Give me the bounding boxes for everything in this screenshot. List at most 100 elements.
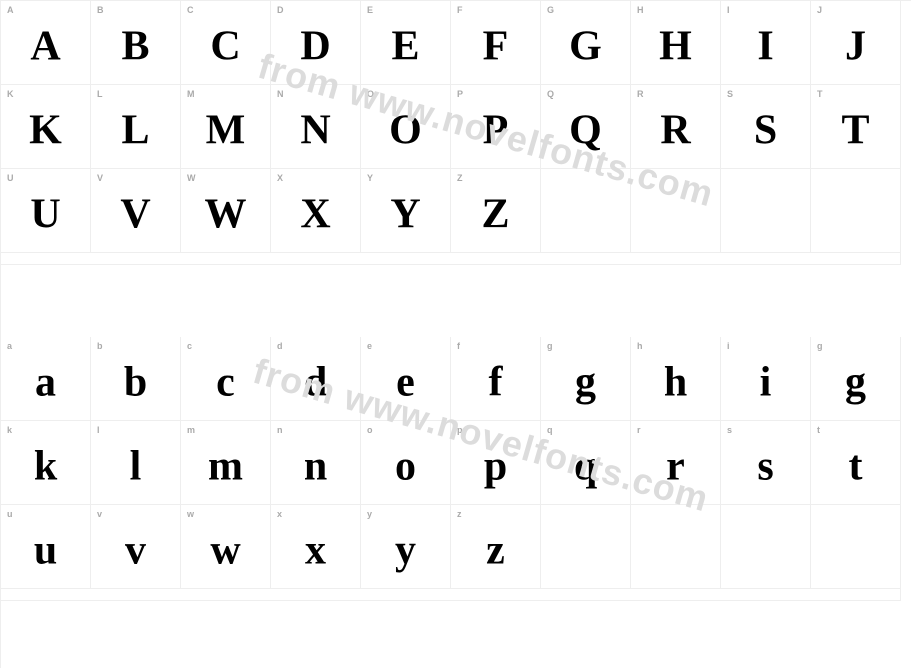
glyph-key-label: z	[457, 509, 534, 519]
glyph-key-label: V	[97, 173, 174, 183]
glyph-cell	[541, 505, 631, 589]
glyph-sample: u	[1, 529, 90, 571]
glyph-sample: r	[631, 445, 720, 487]
glyph-sample: V	[91, 193, 180, 235]
glyph-key-label: N	[277, 89, 354, 99]
glyph-key-label: q	[547, 425, 624, 435]
glyph-key-label: b	[97, 341, 174, 351]
glyph-key-label: L	[97, 89, 174, 99]
glyph-sample: Y	[361, 193, 450, 235]
glyph-sample: M	[181, 109, 270, 151]
glyph-cell	[811, 505, 901, 589]
glyph-key-label: p	[457, 425, 534, 435]
glyph-key-label: E	[367, 5, 444, 15]
glyph-cell: rr	[631, 421, 721, 505]
glyph-cell: ii	[721, 337, 811, 421]
glyph-sample: X	[271, 193, 360, 235]
glyph-sample: I	[721, 25, 810, 67]
glyph-key-label: U	[7, 173, 84, 183]
glyph-cell: ff	[451, 337, 541, 421]
glyph-key-label: Z	[457, 173, 534, 183]
glyph-key-label: J	[817, 5, 894, 15]
glyph-cell: kk	[1, 421, 91, 505]
glyph-cell: cc	[181, 337, 271, 421]
glyph-cell: LL	[91, 85, 181, 169]
glyph-cell: vv	[91, 505, 181, 589]
glyph-key-label: d	[277, 341, 354, 351]
glyph-key-label: o	[367, 425, 444, 435]
glyph-key-label: g	[547, 341, 624, 351]
glyph-key-label: u	[7, 509, 84, 519]
glyph-key-label: C	[187, 5, 264, 15]
glyph-cell: ZZ	[451, 169, 541, 253]
glyph-key-label: Q	[547, 89, 624, 99]
glyph-key-label: c	[187, 341, 264, 351]
specimen-section-gap	[1, 253, 901, 265]
glyph-sample: c	[181, 361, 270, 403]
glyph-sample: l	[91, 445, 180, 487]
glyph-sample: g	[811, 361, 900, 403]
glyph-cell: ee	[361, 337, 451, 421]
glyph-cell: PP	[451, 85, 541, 169]
glyph-sample: h	[631, 361, 720, 403]
glyph-cell: pp	[451, 421, 541, 505]
glyph-cell: RR	[631, 85, 721, 169]
glyph-cell: QQ	[541, 85, 631, 169]
glyph-key-label: t	[817, 425, 894, 435]
glyph-sample: P	[451, 109, 540, 151]
glyph-key-label: g	[817, 341, 894, 351]
glyph-cell	[541, 169, 631, 253]
glyph-sample: e	[361, 361, 450, 403]
glyph-cell: UU	[1, 169, 91, 253]
glyph-sample: z	[451, 529, 540, 571]
glyph-sample: A	[1, 25, 90, 67]
glyph-cell: aa	[1, 337, 91, 421]
glyph-cell: MM	[181, 85, 271, 169]
glyph-sample: U	[1, 193, 90, 235]
glyph-sample: W	[181, 193, 270, 235]
glyph-key-label: A	[7, 5, 84, 15]
glyph-sample: v	[91, 529, 180, 571]
glyph-sample: i	[721, 361, 810, 403]
glyph-key-label: a	[7, 341, 84, 351]
glyph-sample: C	[181, 25, 270, 67]
glyph-cell: mm	[181, 421, 271, 505]
glyph-sample: Q	[541, 109, 630, 151]
glyph-cell: KK	[1, 85, 91, 169]
glyph-sample: N	[271, 109, 360, 151]
glyph-sample: D	[271, 25, 360, 67]
glyph-key-label: w	[187, 509, 264, 519]
specimen-section-gap	[1, 589, 901, 601]
glyph-cell: GG	[541, 1, 631, 85]
glyph-cell: VV	[91, 169, 181, 253]
glyph-cell: gg	[541, 337, 631, 421]
glyph-cell: nn	[271, 421, 361, 505]
glyph-cell: ll	[91, 421, 181, 505]
glyph-sample: a	[1, 361, 90, 403]
glyph-key-label: D	[277, 5, 354, 15]
glyph-cell: hh	[631, 337, 721, 421]
glyph-sample: k	[1, 445, 90, 487]
glyph-cell: HH	[631, 1, 721, 85]
glyph-key-label: m	[187, 425, 264, 435]
glyph-cell: xx	[271, 505, 361, 589]
glyph-cell: ww	[181, 505, 271, 589]
glyph-cell: TT	[811, 85, 901, 169]
glyph-cell: oo	[361, 421, 451, 505]
glyph-cell	[811, 169, 901, 253]
glyph-key-label: e	[367, 341, 444, 351]
glyph-key-label: F	[457, 5, 534, 15]
glyph-key-label: X	[277, 173, 354, 183]
glyph-key-label: Y	[367, 173, 444, 183]
glyph-cell: OO	[361, 85, 451, 169]
glyph-cell: yy	[361, 505, 451, 589]
glyph-key-label: y	[367, 509, 444, 519]
glyph-sample: w	[181, 529, 270, 571]
glyph-cell: SS	[721, 85, 811, 169]
font-specimen-grid: AABBCCDDEEFFGGHHIIJJKKLLMMNNOOPPQQRRSSTT…	[0, 0, 911, 668]
glyph-sample: q	[541, 445, 630, 487]
glyph-sample: J	[811, 25, 900, 67]
glyph-key-label: l	[97, 425, 174, 435]
glyph-sample: o	[361, 445, 450, 487]
glyph-cell: qq	[541, 421, 631, 505]
